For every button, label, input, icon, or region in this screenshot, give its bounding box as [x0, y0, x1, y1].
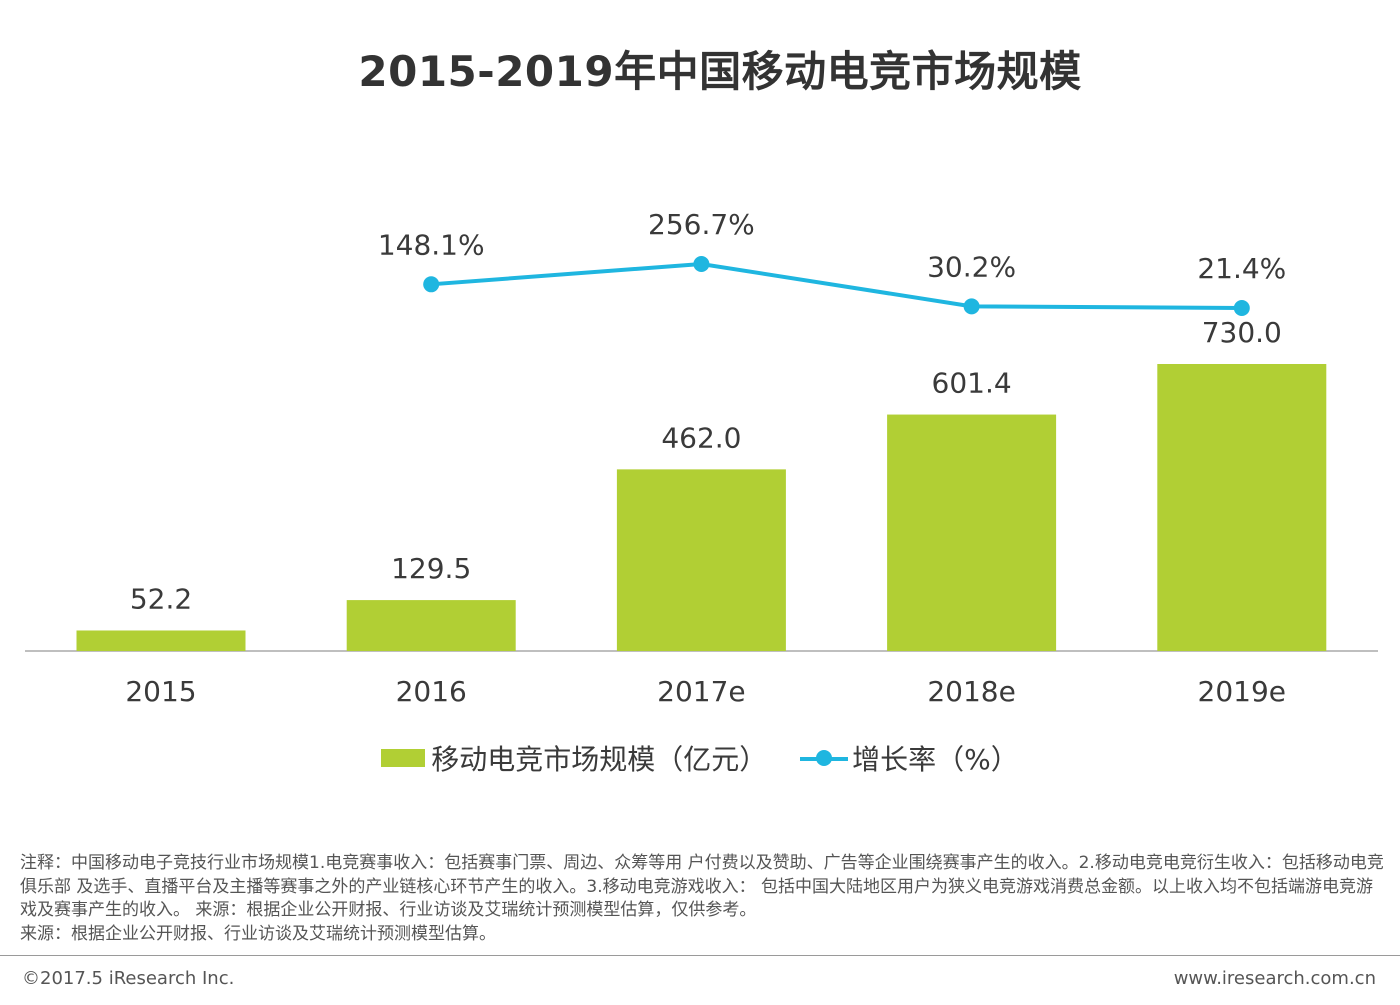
x-tick-labels: 2015 2016 2017e 2018e 2019e — [125, 675, 1286, 708]
source-line: 来源：根据企业公开财报、行业访谈及艾瑞统计预测模型估算。 — [20, 923, 496, 944]
x-tick-2016: 2016 — [396, 675, 467, 708]
chart-title: 2015-2019年中国移动电竞市场规模 — [358, 47, 1082, 96]
growth-rate-line — [431, 261, 1242, 310]
bar-2019e — [1157, 364, 1327, 651]
website-text: www.iresearch.com.cn — [1173, 968, 1376, 989]
growth-label-2016: 148.1% — [378, 228, 485, 261]
bar-value-label-2016: 129.5 — [391, 552, 471, 585]
growth-line-layer: 148.1% 256.7% 30.2% 21.4% — [378, 208, 1286, 316]
growth-point-2016 — [423, 276, 440, 293]
growth-point-2019e — [1233, 300, 1250, 316]
chart-legend: 移动电竞市场规模（亿元） 增长率（%） — [0, 738, 1400, 778]
legend-item-line: 增长率（%） — [800, 738, 1019, 778]
legend-line-swatch — [800, 748, 849, 768]
growth-label-2018e: 30.2% — [927, 250, 1016, 283]
growth-point-2017e — [693, 256, 710, 272]
legend-item-bar: 移动电竞市场规模（亿元） — [381, 738, 767, 778]
legend-bar-label: 移动电竞市场规模（亿元） — [431, 743, 768, 776]
bar-2016 — [346, 600, 516, 651]
bar-2015 — [76, 630, 246, 651]
legend-bar-swatch — [381, 749, 426, 767]
bar-value-label-2019e: 730.0 — [1202, 316, 1282, 349]
copyright-text: ©2017.5 iResearch Inc. — [22, 968, 235, 989]
bar-2018e — [887, 414, 1057, 651]
bar-value-label-2015: 52.2 — [130, 582, 192, 615]
chart-notes: 注释：中国移动电子竞技行业市场规模1.电竞赛事收入：包括赛事门票、周边、众筹等用… — [20, 852, 1390, 946]
x-tick-2019e: 2019e — [1198, 675, 1286, 708]
growth-point-2018e — [963, 298, 980, 315]
bars-layer: 52.2 129.5 462.0 601.4 730.0 — [76, 316, 1327, 651]
legend-line-label: 增长率（%） — [852, 743, 1019, 776]
x-tick-2017e: 2017e — [657, 675, 745, 708]
growth-label-2017e: 256.7% — [648, 208, 755, 241]
note-paragraph: 注释：中国移动电子竞技行业市场规模1.电竞赛事收入：包括赛事门票、周边、众筹等用… — [20, 853, 1384, 920]
x-tick-2018e: 2018e — [927, 675, 1015, 708]
footer-divider — [0, 955, 1400, 956]
x-tick-2015: 2015 — [125, 675, 196, 708]
bar-value-label-2017e: 462.0 — [661, 421, 741, 454]
growth-label-2019e: 21.4% — [1197, 252, 1286, 285]
bar-2017e — [616, 469, 786, 651]
bar-value-label-2018e: 601.4 — [932, 367, 1012, 400]
combo-chart: 52.2 129.5 462.0 601.4 730.0 148.1% 256.7% 30.… — [25, 208, 1378, 708]
